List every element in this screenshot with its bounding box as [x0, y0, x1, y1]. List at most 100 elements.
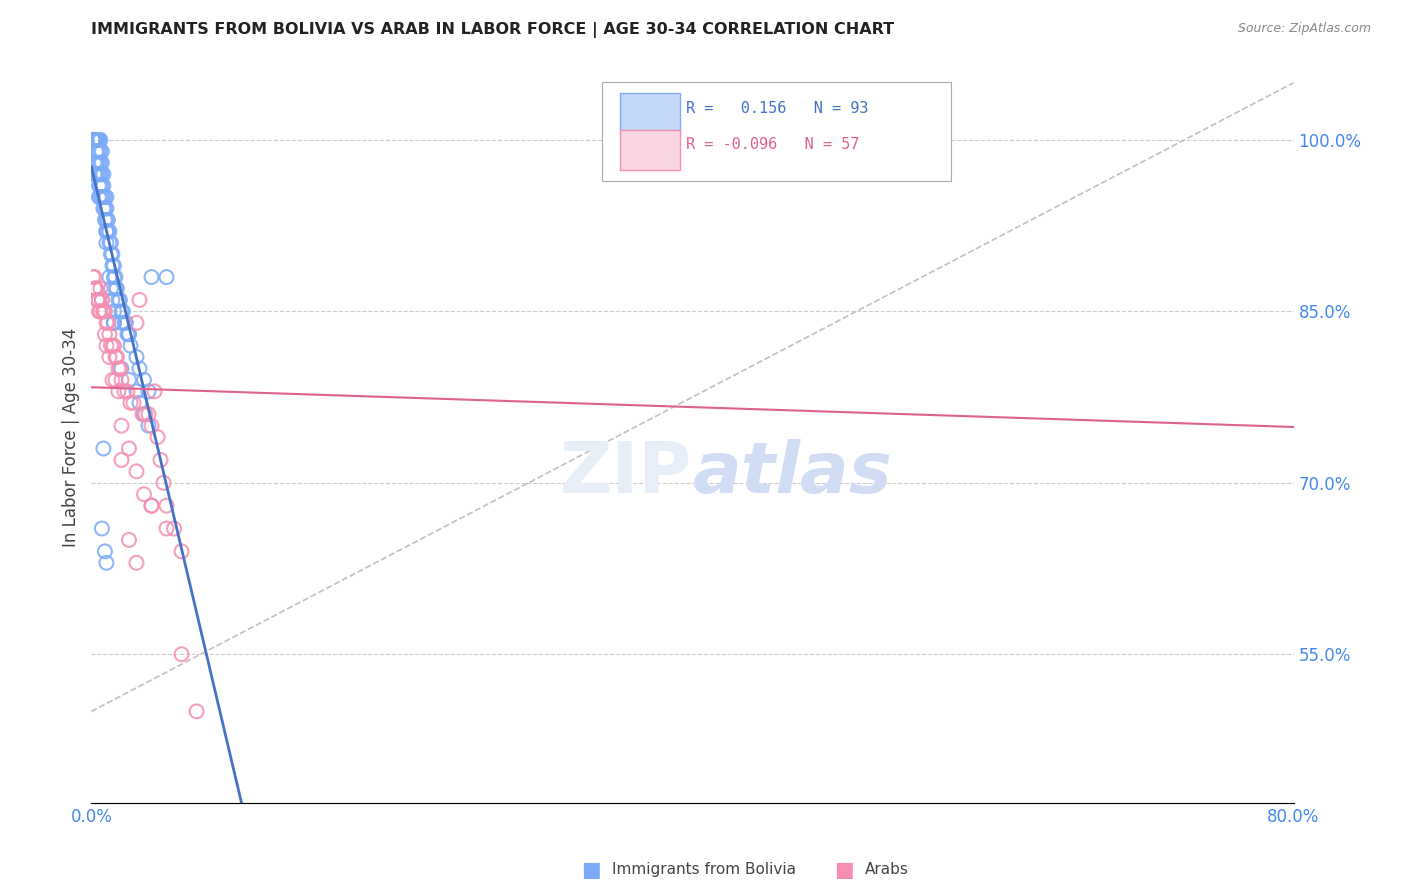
Point [107, 384, 129, 399]
Point [86, 133, 108, 147]
Point [96, 339, 118, 353]
Point [107, 293, 129, 307]
Point [104, 270, 127, 285]
Point [134, 407, 156, 421]
Point [89, 281, 111, 295]
Point [83, 133, 105, 147]
Point [90, 293, 112, 307]
Point [110, 453, 132, 467]
Point [138, 418, 160, 433]
Point [141, 270, 163, 285]
Point [138, 384, 160, 399]
Point [118, 327, 141, 342]
Text: ■: ■ [834, 860, 853, 880]
Point [606, 133, 628, 147]
Point [170, 647, 193, 661]
Text: R =   0.156   N = 93: R = 0.156 N = 93 [686, 101, 869, 116]
Point [83, 156, 105, 170]
Point [117, 384, 139, 399]
Point [108, 293, 131, 307]
Point [93, 167, 115, 181]
Point [125, 464, 148, 478]
Point [82, 133, 104, 147]
Point [89, 133, 111, 147]
Point [89, 304, 111, 318]
Point [93, 178, 115, 193]
Point [125, 384, 148, 399]
Point [125, 316, 148, 330]
Point [86, 145, 108, 159]
Point [101, 259, 124, 273]
Point [141, 499, 163, 513]
FancyBboxPatch shape [602, 82, 950, 181]
Text: Arabs: Arabs [865, 863, 908, 877]
Point [101, 339, 124, 353]
Point [93, 304, 115, 318]
Point [84, 133, 107, 147]
Point [83, 167, 105, 181]
Point [90, 178, 112, 193]
Text: Immigrants from Bolivia: Immigrants from Bolivia [612, 863, 796, 877]
Point [86, 156, 108, 170]
Point [93, 304, 115, 318]
Point [96, 224, 118, 238]
Point [101, 247, 124, 261]
Point [100, 339, 122, 353]
Text: Source: ZipAtlas.com: Source: ZipAtlas.com [1237, 22, 1371, 36]
Point [103, 259, 125, 273]
Point [110, 361, 132, 376]
Point [100, 235, 122, 250]
Point [94, 304, 117, 318]
Point [93, 202, 115, 216]
Point [118, 327, 141, 342]
Point [96, 235, 118, 250]
Point [128, 293, 150, 307]
Point [90, 293, 112, 307]
Point [96, 556, 118, 570]
Point [110, 418, 132, 433]
Point [87, 304, 110, 318]
Point [94, 190, 117, 204]
Point [84, 281, 107, 295]
Point [83, 281, 105, 295]
Point [89, 190, 111, 204]
Text: atlas: atlas [692, 439, 893, 508]
Point [96, 190, 118, 204]
Point [82, 133, 104, 147]
Point [108, 361, 131, 376]
Point [114, 384, 136, 399]
Point [98, 235, 121, 250]
Point [132, 407, 155, 421]
Point [120, 339, 142, 353]
Point [101, 373, 124, 387]
Point [90, 521, 112, 535]
Point [87, 178, 110, 193]
Point [89, 145, 111, 159]
Point [118, 533, 141, 547]
Point [103, 339, 125, 353]
Point [87, 293, 110, 307]
Point [141, 418, 163, 433]
Point [103, 270, 125, 285]
Point [111, 304, 134, 318]
Point [128, 396, 150, 410]
Point [84, 133, 107, 147]
Point [104, 281, 127, 295]
Point [100, 281, 122, 295]
Point [86, 293, 108, 307]
Point [97, 213, 120, 227]
Point [98, 350, 121, 364]
Point [83, 133, 105, 147]
Point [149, 453, 172, 467]
Point [186, 705, 208, 719]
Point [105, 350, 128, 364]
Point [132, 487, 155, 501]
Text: ■: ■ [581, 860, 600, 880]
Point [101, 293, 124, 307]
Point [163, 521, 186, 535]
Point [155, 521, 177, 535]
Point [90, 190, 112, 204]
Point [94, 544, 117, 558]
Point [82, 133, 104, 147]
Point [131, 407, 153, 421]
